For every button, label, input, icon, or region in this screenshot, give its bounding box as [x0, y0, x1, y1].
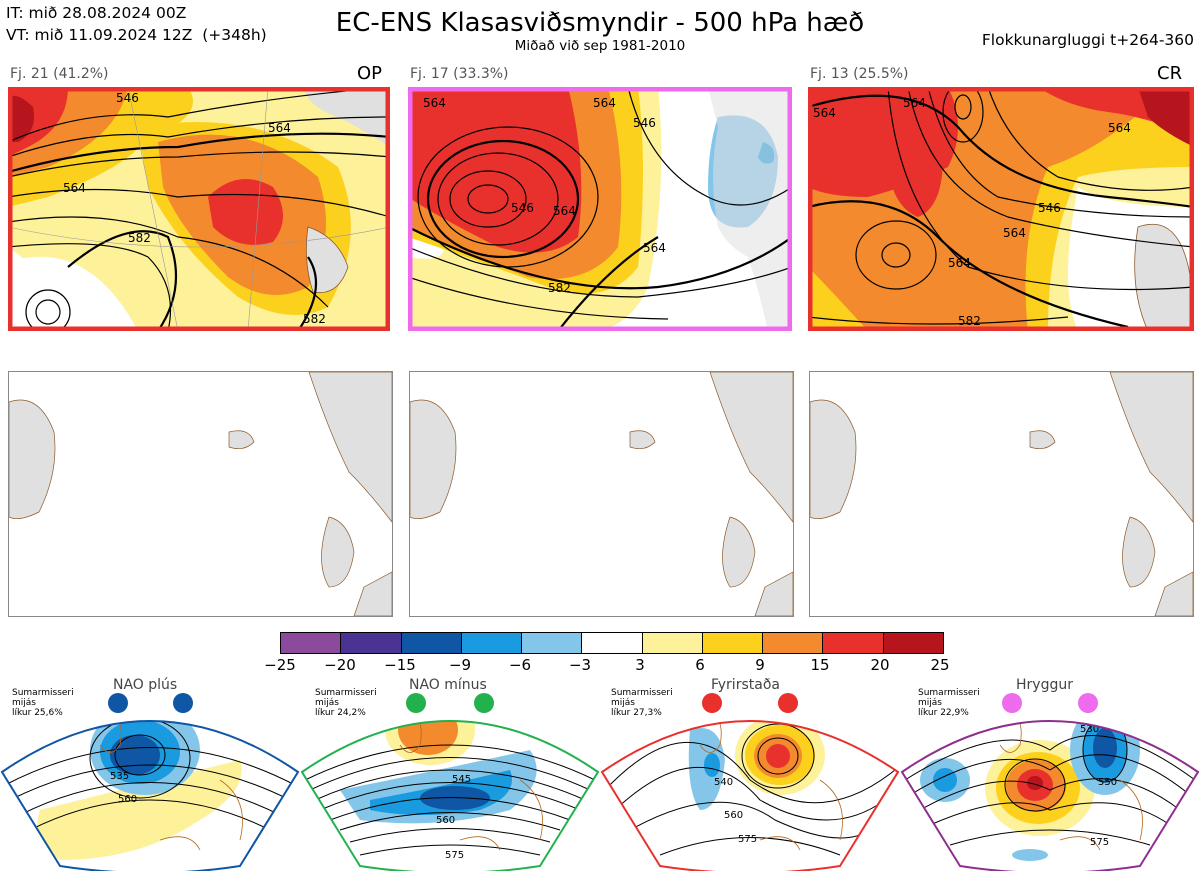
- regime-1-note: Sumarmisseri mijás líkur 25,6%: [12, 688, 74, 718]
- colorbar-swatch: [582, 633, 643, 653]
- colorbar-swatch: [702, 633, 764, 653]
- regime-3-note: Sumarmisseri mijás líkur 27,3%: [611, 688, 673, 718]
- classification-window: Flokkunargluggi t+264-360: [981, 31, 1194, 49]
- colorbar-tick: −15: [384, 656, 416, 674]
- colorbar-tick: −3: [568, 656, 592, 674]
- cluster-3-label: Fj. 13 (25.5%): [810, 66, 909, 82]
- cluster-2-label: Fj. 17 (33.3%): [410, 66, 509, 82]
- contour-label-3-6: 564: [948, 256, 971, 270]
- colorbar-tick: 9: [755, 656, 765, 674]
- colorbar-tick: −6: [508, 656, 532, 674]
- regime-map-nao-plus: 535 560: [0, 693, 300, 871]
- colorbar-swatch: [642, 633, 703, 653]
- colorbar-tick: −25: [264, 656, 296, 674]
- regime-2-note: Sumarmisseri mijás líkur 24,2%: [315, 688, 377, 718]
- page-title: EC-ENS Klasasviðsmyndir - 500 hPa hæð: [335, 8, 865, 38]
- colorbar-swatch: [401, 633, 462, 653]
- page-subtitle: Miðað við sep 1981-2010: [514, 38, 686, 54]
- cluster-1-label: Fj. 21 (41.2%): [10, 66, 109, 82]
- contour-label-2-7: 582: [548, 281, 571, 295]
- contour-label-3-4: 546: [1038, 201, 1061, 215]
- regime-map-ridge: 530 550 575: [900, 693, 1200, 871]
- blank-map-2: [409, 371, 794, 617]
- regime-2-title: NAO mínus: [409, 677, 487, 693]
- cluster-map-1: 546 564 564 582 582: [8, 87, 390, 331]
- contour-label-1-3: 564: [63, 181, 86, 195]
- contour-label-3-3: 564: [1108, 121, 1131, 135]
- contour-label-1-4: 582: [128, 231, 151, 245]
- contour-label-3-2: 564: [903, 96, 926, 110]
- blank-map-3: [809, 371, 1194, 617]
- regime-2-contour-575: 575: [445, 850, 464, 861]
- regime-3-contour-560: 560: [724, 810, 743, 821]
- cluster-1-tag: OP: [357, 63, 383, 84]
- colorbar-swatch: [823, 633, 884, 653]
- regime-1-contour-535: 535: [110, 771, 129, 782]
- colorbar-swatch: [461, 633, 523, 653]
- regime-4-note: Sumarmisseri mijás líkur 22,9%: [918, 688, 980, 718]
- cluster-map-3: 564 564 564 546 564 564 582: [808, 87, 1194, 331]
- regime-1-contour-560: 560: [118, 794, 137, 805]
- blank-map-1: [8, 371, 393, 617]
- colorbar-tick: 3: [635, 656, 645, 674]
- colorbar-tick: −20: [324, 656, 356, 674]
- colorbar-swatch: [281, 633, 342, 653]
- regime-4-contour-575: 575: [1090, 837, 1109, 848]
- header-info: IT: mið 28.08.2024 00Z VT: mið 11.09.202…: [6, 2, 267, 46]
- regime-4-contour-530: 530: [1080, 724, 1099, 735]
- regime-2-contour-560: 560: [436, 815, 455, 826]
- regime-4-contour-550: 550: [1098, 777, 1117, 788]
- init-time: IT: mið 28.08.2024 00Z: [6, 4, 187, 22]
- cluster-map-2: 564 564 546 546 564 564 582: [408, 87, 792, 331]
- colorbar-tick: 6: [695, 656, 705, 674]
- colorbar-tick: −9: [448, 656, 472, 674]
- contour-label-2-1: 564: [423, 96, 446, 110]
- contour-label-3-1: 564: [813, 106, 836, 120]
- colorbar-tick: 15: [810, 656, 830, 674]
- contour-label-2-4: 546: [511, 201, 534, 215]
- regime-3-contour-575: 575: [738, 834, 757, 845]
- colorbar-swatch: [883, 633, 943, 653]
- contour-label-1-1: 546: [116, 91, 139, 105]
- contour-label-3-7: 582: [958, 314, 981, 328]
- colorbar-tick: 20: [870, 656, 890, 674]
- contour-label-2-2: 564: [593, 96, 616, 110]
- contour-label-2-6: 564: [643, 241, 666, 255]
- colorbar-swatch: [522, 633, 583, 653]
- regime-3-title: Fyrirstaða: [711, 677, 780, 693]
- colorbar-swatch: [341, 633, 402, 653]
- cluster-3-tag: CR: [1157, 63, 1183, 84]
- regime-1-title: NAO plús: [113, 677, 178, 693]
- contour-label-2-5: 564: [553, 204, 576, 218]
- contour-label-1-5: 582: [303, 312, 326, 326]
- contour-label-2-3: 546: [633, 116, 656, 130]
- regime-4-title: Hryggur: [1016, 677, 1073, 693]
- regime-3-contour-540: 540: [714, 777, 733, 788]
- valid-time: VT: mið 11.09.2024 12Z (+348h): [6, 26, 267, 44]
- regime-map-nao-minus: 545 560 575: [300, 693, 600, 871]
- colorbar-swatch: [763, 633, 824, 653]
- regime-2-contour-545: 545: [452, 774, 471, 785]
- regime-map-blocking: 540 560 575: [600, 693, 900, 871]
- contour-label-3-5: 564: [1003, 226, 1026, 240]
- colorbar-tick: 25: [930, 656, 950, 674]
- colorbar: [280, 632, 944, 654]
- contour-label-1-2: 564: [268, 121, 291, 135]
